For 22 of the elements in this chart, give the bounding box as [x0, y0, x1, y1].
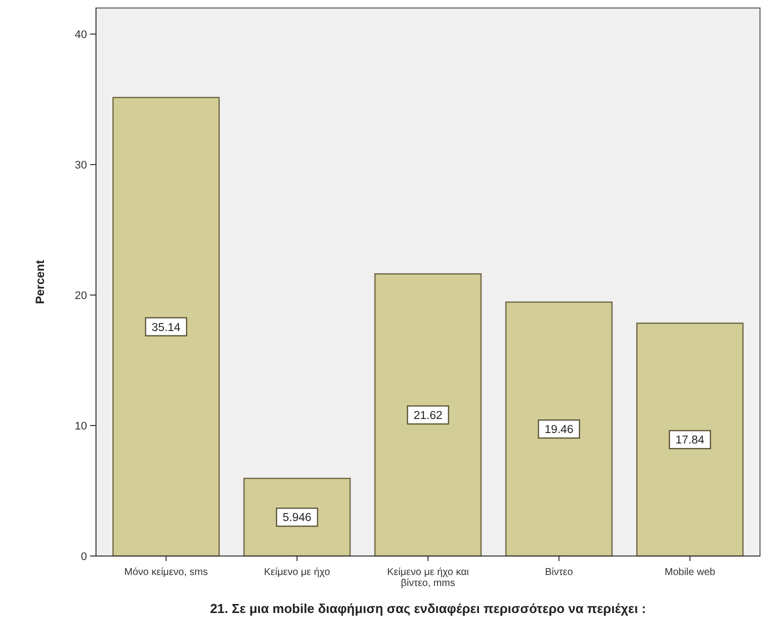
- bar: [636, 322, 744, 557]
- y-axis-title: Percent: [33, 260, 47, 304]
- data-label: 5.946: [282, 512, 312, 524]
- x-tick-label: Mobile web: [664, 567, 716, 578]
- bar: [374, 273, 482, 557]
- data-label: 17.84: [676, 434, 705, 447]
- x-tick-label: Κείμενο με ήχο και βίντεο, mms: [387, 567, 469, 589]
- y-tick-label: 40: [74, 29, 87, 42]
- bar: [243, 478, 351, 557]
- y-tick-label: 20: [74, 290, 87, 302]
- x-tick-label: Κείμενο με ήχο: [264, 567, 330, 578]
- bar: [505, 301, 613, 557]
- x-tick-label: Μόνο κείμενο, sms: [124, 567, 208, 578]
- y-tick-label: 10: [74, 420, 87, 433]
- data-label: 21.62: [414, 410, 442, 422]
- x-axis-title: 21. Σε μια mobile διαφήμιση σας ενδιαφέρει περισσότερο να περιέχει :: [210, 601, 646, 616]
- y-tick-label: 30: [74, 160, 87, 172]
- data-label: 19.46: [544, 424, 574, 436]
- y-tick-label: 0: [80, 551, 87, 563]
- bar: [112, 96, 220, 557]
- x-tick-label: Βίντεο: [545, 567, 574, 578]
- data-label: 35.14: [152, 322, 182, 334]
